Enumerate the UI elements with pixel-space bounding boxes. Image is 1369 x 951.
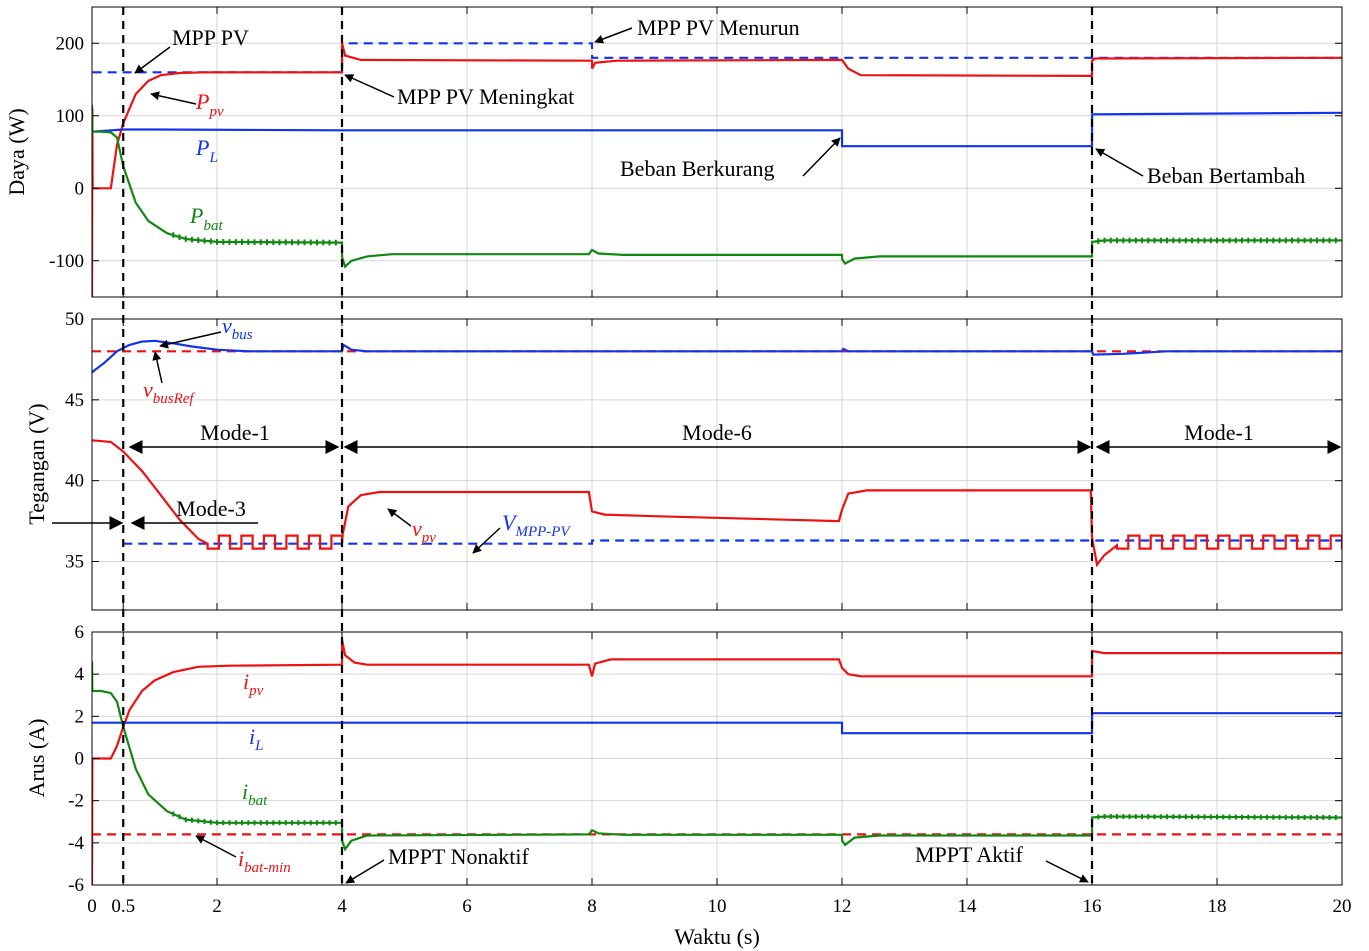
ylabel-power: Daya (W) xyxy=(4,108,29,195)
xtick-label: 18 xyxy=(1208,896,1227,917)
ytick-label: 35 xyxy=(65,552,84,573)
mode-1-left: Mode-1 xyxy=(200,420,270,445)
series-mpp xyxy=(92,42,1342,74)
ytick-label: 2 xyxy=(75,706,85,727)
annotation-mppt-aktif: MPPT Aktif xyxy=(915,842,1023,867)
label-ibatmin: ibat-min xyxy=(238,846,291,876)
series-ripple xyxy=(172,811,337,826)
ylabel-current: Arus (A) xyxy=(24,719,49,798)
xtick-label: 4 xyxy=(337,896,347,917)
series-ripple xyxy=(1097,237,1337,245)
mode-1-right: Mode-1 xyxy=(1184,420,1254,445)
ylabel-voltage: Tegangan (V) xyxy=(24,403,49,524)
label-vbusref: vbusRef xyxy=(143,377,195,407)
ytick-label: -6 xyxy=(68,875,84,896)
xlabel: Waktu (s) xyxy=(674,924,760,949)
xtick-label: 14 xyxy=(958,896,978,917)
ytick-label: 6 xyxy=(75,622,85,643)
series-vpv xyxy=(92,439,1342,568)
label-il: iL xyxy=(249,724,263,754)
xtick-label: 20 xyxy=(1333,896,1352,917)
label-vbus: vbus xyxy=(222,313,253,343)
label-ibat: ibat xyxy=(242,779,268,809)
annotations-power: MPP PV MPP PV Meningkat MPP PV Menurun B… xyxy=(134,15,1305,234)
ytick-label: -4 xyxy=(68,833,84,854)
ytick-label: 0 xyxy=(75,749,85,770)
ytick-label: 50 xyxy=(65,309,84,330)
mode-6: Mode-6 xyxy=(682,420,752,445)
ytick-label: 100 xyxy=(56,106,85,127)
xtick-label: 2 xyxy=(212,896,222,917)
xtick-label: 12 xyxy=(833,896,852,917)
label-pbat: Pbat xyxy=(189,203,223,234)
series-vmpp xyxy=(123,539,1342,545)
series-ibat xyxy=(92,661,1342,852)
panel-current: -6 -4 -2 0 2 4 6 xyxy=(68,622,1343,896)
xtick-label: 6 xyxy=(462,896,472,917)
label-pl: PL xyxy=(195,135,218,166)
ytick-label: -2 xyxy=(68,791,84,812)
panel-voltage: 35 40 45 50 xyxy=(65,309,1343,611)
series-ripple xyxy=(1097,813,1337,820)
annotations-current: ipv iL ibat ibat-min MPPT Nonaktif MPPT … xyxy=(195,669,1089,884)
ytick-label: 200 xyxy=(56,33,85,54)
annotation-mpp-menurun: MPP PV Menurun xyxy=(637,15,800,40)
annotations-voltage: vbus vbusRef Mode-1 Mode-6 Mode-1 Mode-3… xyxy=(52,313,1342,554)
xtick-label: 10 xyxy=(708,896,727,917)
annotation-beban-bertambah: Beban Bertambah xyxy=(1147,163,1305,188)
xtick-label: 8 xyxy=(587,896,597,917)
ytick-label: 0 xyxy=(75,178,85,199)
label-ipv: ipv xyxy=(243,669,264,699)
annotation-mppt-nonaktif: MPPT Nonaktif xyxy=(388,844,529,869)
xtick-label: 0 xyxy=(87,896,97,917)
series-ripple xyxy=(172,232,337,246)
annotation-mpp-meningkat: MPP PV Meningkat xyxy=(397,84,574,109)
label-vmpp: VMPP-PV xyxy=(502,510,571,540)
xtick-label: 16 xyxy=(1083,896,1102,917)
annotation-beban-berkurang: Beban Berkurang xyxy=(620,156,775,181)
series-group xyxy=(92,339,1342,568)
panel-power: -100 0 100 200 xyxy=(49,6,1343,298)
ytick-label: 45 xyxy=(65,390,84,411)
series-ipv xyxy=(92,640,1342,885)
label-vpv: vpv xyxy=(412,516,436,546)
annotation-mpp-pv: MPP PV xyxy=(172,25,249,50)
mode-3: Mode-3 xyxy=(176,496,246,521)
ytick-label: 40 xyxy=(65,471,84,492)
xtick-label: 0.5 xyxy=(111,896,135,917)
ytick-label: 4 xyxy=(75,664,85,685)
label-ppv: Ppv xyxy=(195,89,224,120)
ytick-label: -100 xyxy=(49,251,84,272)
